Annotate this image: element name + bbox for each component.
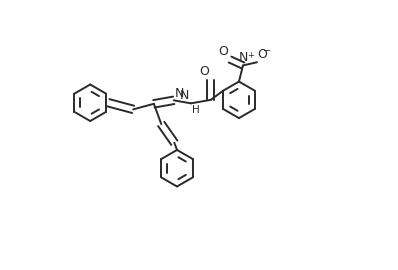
Text: H: H xyxy=(192,106,200,116)
Text: O: O xyxy=(219,45,228,59)
Text: N: N xyxy=(238,51,248,64)
Text: N: N xyxy=(180,89,189,102)
Text: O: O xyxy=(257,48,267,61)
Text: +: + xyxy=(247,50,254,60)
Text: N: N xyxy=(175,86,184,100)
Text: −: − xyxy=(263,46,271,56)
Text: O: O xyxy=(199,65,209,78)
